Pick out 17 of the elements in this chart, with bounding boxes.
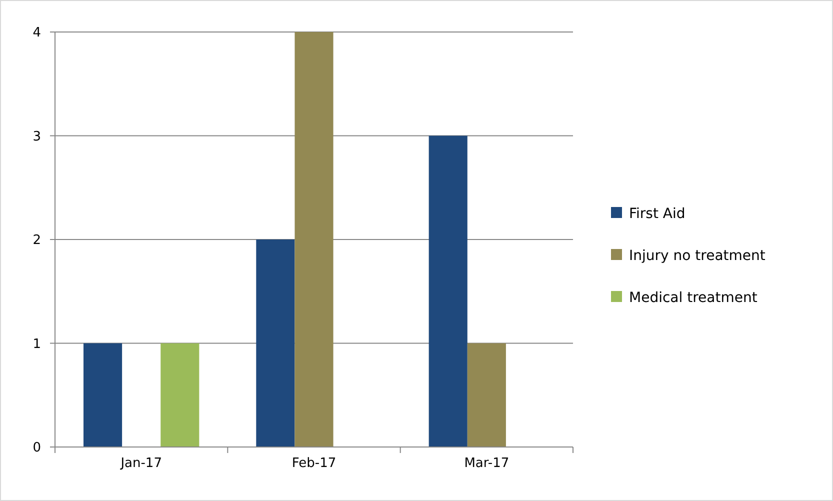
y-tick-label: 4 bbox=[32, 26, 41, 41]
bar bbox=[256, 240, 295, 447]
bar bbox=[294, 32, 334, 447]
y-tick-label: 2 bbox=[32, 233, 41, 248]
y-tick-label: 3 bbox=[32, 129, 41, 144]
x-tick-label: Mar-17 bbox=[464, 456, 510, 471]
bar bbox=[467, 343, 506, 447]
x-tick-label: Feb-17 bbox=[292, 456, 336, 471]
bar bbox=[428, 136, 468, 447]
bar bbox=[160, 343, 200, 447]
legend-label: Medical treatment bbox=[629, 290, 758, 306]
bar bbox=[83, 343, 122, 447]
x-tick-label: Jan-17 bbox=[120, 456, 162, 471]
y-tick-label: 1 bbox=[32, 336, 41, 352]
legend-label: First Aid bbox=[629, 206, 686, 222]
y-tick-label: 0 bbox=[32, 440, 41, 456]
legend-label: Injury no treatment bbox=[629, 248, 766, 264]
